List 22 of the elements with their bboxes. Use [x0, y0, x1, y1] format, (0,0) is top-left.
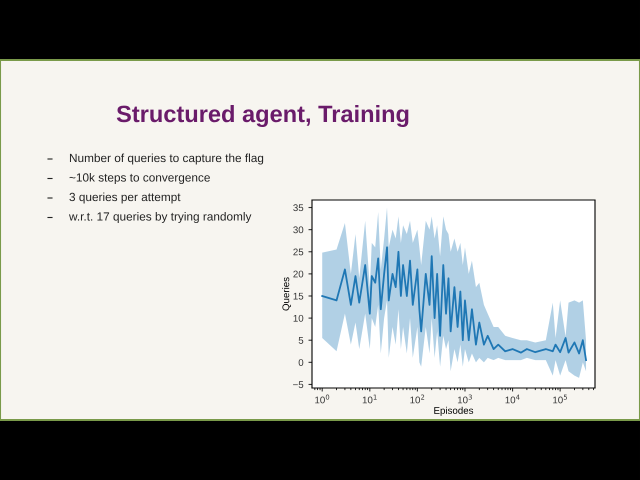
y-tick-label: 30 — [293, 226, 304, 234]
y-tick-label: 10 — [294, 314, 304, 322]
chart-title: Structured agent, Training — [116, 104, 408, 128]
x-tick-label: 10$^{5}$ — [553, 394, 568, 404]
y-tick-label: 25 — [293, 248, 304, 256]
y-tick-label: 0 — [298, 359, 304, 366]
text: Number of queries to capture the flag — [70, 153, 264, 164]
x-tick-label: 10$^{0}$ — [315, 394, 330, 404]
y-axis-title: Queries — [282, 277, 292, 311]
text: w.r.t. 17 queries by trying randomly — [68, 212, 252, 223]
x-tick-label: 10$^{3}$ — [458, 394, 472, 404]
y-tick-label: 5 — [298, 337, 304, 344]
x-tick-label: 10$^{4}$ — [506, 394, 520, 404]
x-tick-label: 10$^{1}$ — [362, 394, 377, 404]
text: ~10k steps to convergence — [70, 172, 210, 184]
x-axis-title: Episodes — [434, 406, 474, 416]
text: 3 queries per attempt — [69, 192, 180, 204]
y-tick-label: 20 — [293, 270, 304, 278]
y-tick-label: 35 — [293, 204, 304, 212]
y-tick-label: −5 — [293, 381, 304, 388]
y-tick-label: 15 — [294, 292, 304, 300]
x-tick-label: 10$^{2}$ — [410, 394, 424, 404]
